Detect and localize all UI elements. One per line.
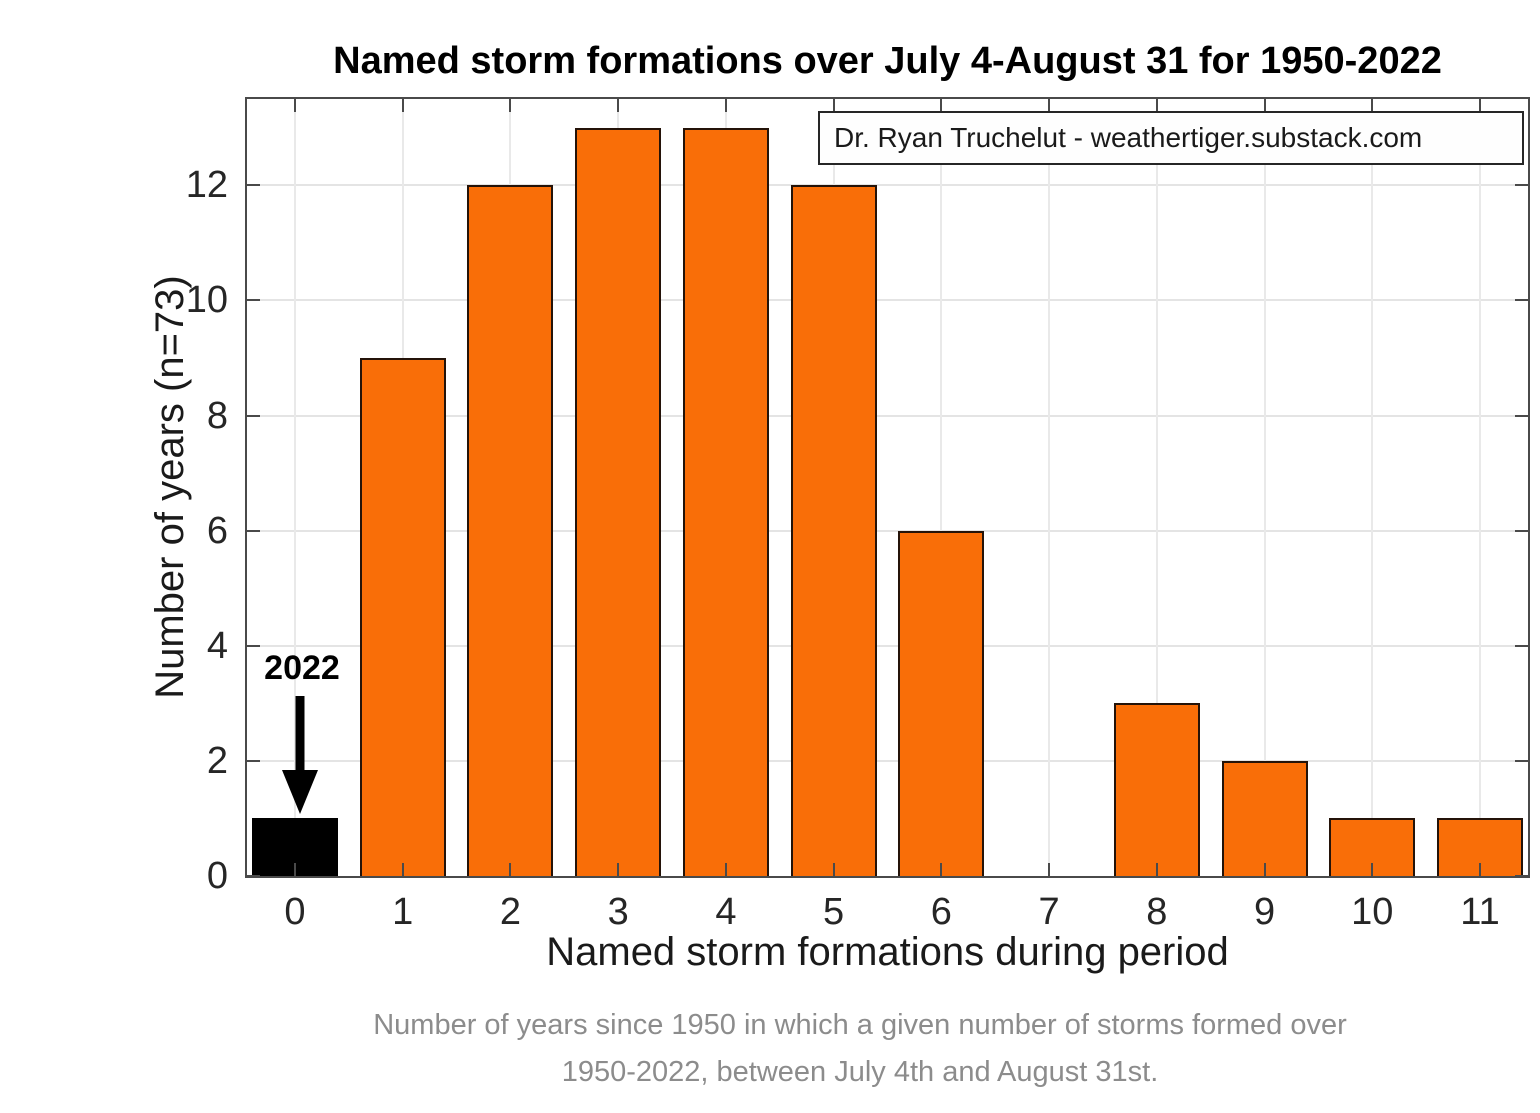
y-tick-label-0: 0 — [206, 855, 228, 897]
x-tick-label-7: 7 — [1038, 891, 1060, 933]
y-tick-label-8: 8 — [206, 394, 228, 437]
plot-area: Dr. Ryan Truchelut - weathertiger.substa… — [245, 97, 1530, 878]
tick-bottom-11 — [1479, 863, 1481, 876]
tick-left-4 — [247, 644, 260, 647]
tick-top-2 — [509, 99, 512, 112]
x-tick-label-3: 3 — [607, 891, 629, 933]
tick-right-2 — [1515, 759, 1528, 762]
x-tick-label-9: 9 — [1253, 891, 1276, 933]
tick-right-6 — [1515, 529, 1528, 532]
gridline-y-12 — [247, 184, 1528, 187]
bar-8 — [1113, 703, 1200, 876]
gridline-x-9 — [1263, 99, 1266, 876]
tick-top-1 — [401, 99, 404, 112]
gridline-y-10 — [247, 299, 1528, 302]
source-annotation-box: Dr. Ryan Truchelut - weathertiger.substa… — [818, 111, 1524, 165]
bar-2 — [467, 185, 554, 876]
tick-bottom-1 — [401, 863, 404, 876]
tick-bottom-8 — [1155, 863, 1158, 876]
tick-top-6 — [940, 99, 943, 112]
tick-right-0 — [1515, 875, 1528, 877]
tick-left-12 — [247, 184, 260, 187]
tick-left-10 — [247, 299, 260, 302]
y-tick-label-10: 10 — [185, 279, 228, 322]
gridline-y-8 — [247, 414, 1528, 417]
tick-left-2 — [247, 759, 260, 762]
x-tick-label-2: 2 — [499, 891, 522, 933]
bar-6 — [898, 530, 985, 876]
bar-5 — [790, 185, 877, 876]
x-tick-label-8: 8 — [1146, 891, 1168, 933]
x-axis-label: Named storm formations during period — [546, 930, 1229, 974]
tick-top-4 — [724, 99, 727, 112]
tick-bottom-9 — [1263, 863, 1266, 876]
tick-bottom-0 — [294, 863, 296, 876]
bar-4 — [682, 127, 769, 876]
tick-right-4 — [1515, 644, 1528, 647]
tick-top-11 — [1479, 99, 1481, 112]
tick-bottom-6 — [940, 863, 943, 876]
tick-right-10 — [1515, 299, 1528, 302]
tick-bottom-10 — [1371, 863, 1374, 876]
caption-line-2: 1950-2022, between July 4th and August 3… — [561, 1056, 1159, 1088]
tick-left-6 — [247, 529, 260, 532]
tick-right-12 — [1515, 184, 1528, 187]
x-tick-label-6: 6 — [930, 891, 952, 933]
tick-bottom-2 — [509, 863, 512, 876]
gridline-x-8 — [1155, 99, 1158, 876]
bar-9 — [1221, 760, 1308, 876]
x-tick-label-11: 11 — [1460, 891, 1500, 933]
x-tick-label-1: 1 — [392, 891, 414, 933]
x-tick-label-10: 10 — [1351, 891, 1394, 933]
tick-top-10 — [1371, 99, 1374, 112]
tick-top-3 — [617, 99, 620, 112]
bar-3 — [575, 127, 662, 876]
tick-bottom-4 — [724, 863, 727, 876]
gridline-y-4 — [247, 644, 1528, 647]
gridline-y-2 — [247, 759, 1528, 762]
gridline-x-10 — [1371, 99, 1374, 876]
x-tick-label-5: 5 — [823, 891, 845, 933]
y-tick-label-4: 4 — [206, 624, 228, 667]
tick-left-8 — [247, 414, 260, 417]
tick-left-0 — [247, 875, 260, 877]
tick-right-8 — [1515, 414, 1528, 417]
tick-top-7 — [1048, 99, 1051, 112]
chart-title: Named storm formations over July 4-Augus… — [333, 40, 1442, 82]
gridline-x-11 — [1479, 99, 1481, 876]
arrow-down-icon — [282, 696, 318, 814]
tick-bottom-5 — [832, 863, 835, 876]
x-tick-label-0: 0 — [284, 891, 306, 933]
tick-bottom-3 — [617, 863, 620, 876]
tick-top-0 — [294, 99, 296, 112]
y-tick-label-2: 2 — [206, 739, 228, 782]
highlight-year-label: 2022 — [264, 649, 340, 687]
tick-bottom-7 — [1048, 863, 1051, 876]
caption: Number of years since 1950 in which a gi… — [180, 1002, 1540, 1096]
bar-1 — [359, 358, 446, 876]
gridline-y-6 — [247, 529, 1528, 532]
caption-line-1: Number of years since 1950 in which a gi… — [373, 1009, 1347, 1041]
tick-top-5 — [832, 99, 835, 112]
tick-top-9 — [1263, 99, 1266, 112]
tick-top-8 — [1155, 99, 1158, 112]
gridline-x-7 — [1048, 99, 1051, 876]
x-tick-label-4: 4 — [715, 891, 737, 933]
y-tick-label-12: 12 — [185, 164, 228, 207]
y-tick-label-6: 6 — [206, 509, 228, 552]
gridline-x-0 — [294, 99, 296, 876]
gridline-x-6 — [940, 99, 943, 876]
